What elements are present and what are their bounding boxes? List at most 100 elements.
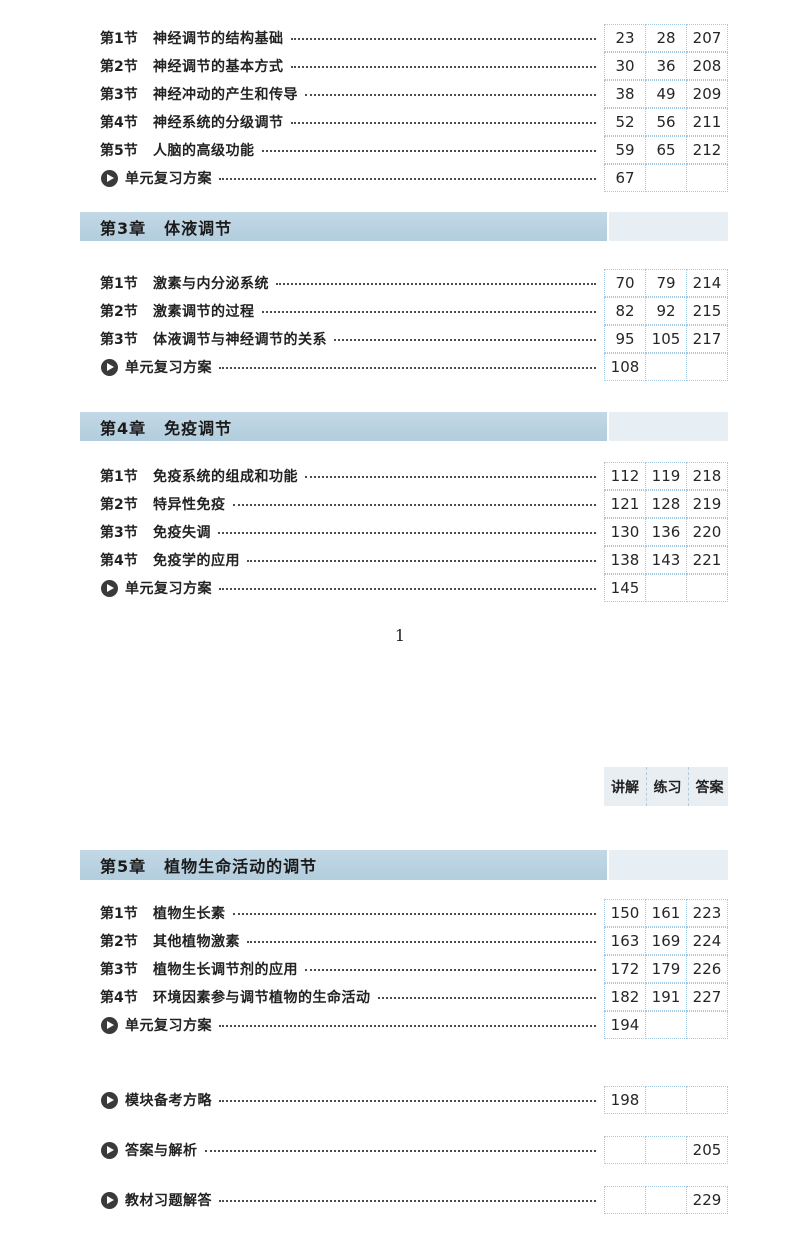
section-label: 第2节 xyxy=(100,59,138,75)
section-title: 单元复习方案 xyxy=(125,171,212,187)
page-number-grid: 82 92 215 xyxy=(604,297,728,325)
chapter5-header: 第5章 植物生命活动的调节 xyxy=(80,850,728,880)
dotted-leader xyxy=(290,122,596,124)
page-number-grid: 229 xyxy=(604,1186,728,1214)
page-number-cell: 194 xyxy=(604,1011,646,1039)
page-number-cell: 79 xyxy=(645,269,687,297)
section-label: 第1节 xyxy=(100,31,138,47)
page-number-cell: 198 xyxy=(604,1086,646,1114)
page-number-cell xyxy=(645,1086,687,1114)
page-number-grid: 70 79 214 xyxy=(604,269,728,297)
page-number-cell: 119 xyxy=(645,462,687,490)
page-number-cell: 229 xyxy=(686,1186,728,1214)
page-number-cell: 214 xyxy=(686,269,728,297)
chapter4-header-band-accent xyxy=(609,412,728,441)
page-number-cell: 218 xyxy=(686,462,728,490)
play-icon xyxy=(101,169,118,187)
page-number-cell: 56 xyxy=(645,108,687,136)
page-number-grid: 198 xyxy=(604,1086,728,1114)
page-number-cell: 67 xyxy=(604,164,646,192)
column-header-daan: 答案 xyxy=(688,767,730,806)
page-number-cell: 136 xyxy=(645,518,687,546)
dotted-leader xyxy=(232,504,596,506)
page-number-cell: 49 xyxy=(645,80,687,108)
play-icon xyxy=(101,1191,118,1209)
section-row: 第2节 特异性免疫 121 128 219 xyxy=(80,490,728,518)
chapter-title: 植物生命活动的调节 xyxy=(164,857,318,876)
page-number-cell: 28 xyxy=(645,24,687,52)
section-label: 第3节 xyxy=(100,332,138,348)
play-triangle xyxy=(107,363,114,371)
section-title: 模块备考方略 xyxy=(125,1093,212,1109)
chapter-title: 体液调节 xyxy=(164,218,233,238)
page-number-cell: 105 xyxy=(645,325,687,353)
dotted-leader xyxy=(218,532,596,534)
page-number-cell xyxy=(686,1011,728,1039)
page-number-cell: 205 xyxy=(686,1136,728,1164)
page-number-cell: 150 xyxy=(604,899,646,927)
play-icon xyxy=(101,358,118,376)
page-number-grid: 30 36 208 xyxy=(604,52,728,80)
page-number-cell: 92 xyxy=(645,297,687,325)
page-number-cell: 169 xyxy=(645,927,687,955)
dotted-leader xyxy=(219,1100,596,1102)
dotted-leader xyxy=(232,913,596,915)
page-number-grid: 23 28 207 xyxy=(604,24,728,52)
section-title: 免疫失调 xyxy=(153,525,211,541)
page-number-cell xyxy=(604,1186,646,1214)
section-title: 神经调节的基本方式 xyxy=(153,59,284,75)
section-row: 第5节 人脑的高级功能 59 65 212 xyxy=(80,136,728,164)
backmatter-list: 模块备考方略 198 答案与解析 205 教材习题解答 229 xyxy=(80,1086,728,1236)
section-label: 第4节 xyxy=(100,553,138,569)
page-number-cell: 182 xyxy=(604,983,646,1011)
page-number-grid: 112 119 218 xyxy=(604,462,728,490)
chapter3-header: 第3章 体液调节 xyxy=(80,212,728,241)
section-row: 第1节 神经调节的结构基础 23 28 207 xyxy=(80,24,728,52)
page-number-cell xyxy=(645,353,687,381)
page-number-cell: 38 xyxy=(604,80,646,108)
page-number-cell xyxy=(686,353,728,381)
dotted-leader xyxy=(219,588,596,590)
chapter4-section-list: 第1节 免疫系统的组成和功能 112 119 218 第2节 特异性免疫 121 128 219 第… xyxy=(80,462,728,602)
page-number-cell: 23 xyxy=(604,24,646,52)
section-label: 第2节 xyxy=(100,497,138,513)
page-number-cell xyxy=(686,164,728,192)
review-row: 单元复习方案 145 xyxy=(80,574,728,602)
page-number-cell: 217 xyxy=(686,325,728,353)
columns-header-strip: 讲解 练习 答案 xyxy=(604,767,728,806)
dotted-leader xyxy=(219,367,596,369)
page-number-cell: 59 xyxy=(604,136,646,164)
section-title: 神经冲动的产生和传导 xyxy=(153,87,298,103)
play-icon xyxy=(101,1141,118,1159)
section-label: 第1节 xyxy=(100,276,138,292)
chapter4-header: 第4章 免疫调节 xyxy=(80,412,728,441)
play-triangle xyxy=(107,1021,114,1029)
section-title: 激素与内分泌系统 xyxy=(153,276,269,292)
section-label: 第1节 xyxy=(100,906,138,922)
column-header-lianxi: 练习 xyxy=(646,767,688,806)
section-title: 人脑的高级功能 xyxy=(153,143,255,159)
play-triangle xyxy=(107,1196,114,1204)
section-row: 第2节 激素调节的过程 82 92 215 xyxy=(80,297,728,325)
section-title: 特异性免疫 xyxy=(153,497,226,513)
dotted-leader xyxy=(334,339,596,341)
section-label: 第4节 xyxy=(100,990,138,1006)
play-triangle xyxy=(107,174,114,182)
chapter-number: 第4章 xyxy=(100,418,147,438)
section-label: 第5节 xyxy=(100,143,138,159)
section-row: 第3节 植物生长调节剂的应用 172 179 226 xyxy=(80,955,728,983)
section-title: 环境因素参与调节植物的生命活动 xyxy=(153,990,371,1006)
page-number-grid: 145 xyxy=(604,574,728,602)
section-label: 第3节 xyxy=(100,962,138,978)
page-number-cell: 224 xyxy=(686,927,728,955)
section-title: 教材习题解答 xyxy=(125,1193,212,1209)
dotted-leader xyxy=(219,1025,596,1027)
page-number-cell: 108 xyxy=(604,353,646,381)
section-row: 第3节 神经冲动的产生和传导 38 49 209 xyxy=(80,80,728,108)
chapter-title: 免疫调节 xyxy=(164,418,233,438)
section-row: 第4节 环境因素参与调节植物的生命活动 182 191 227 xyxy=(80,983,728,1011)
page-number-grid: 59 65 212 xyxy=(604,136,728,164)
page-number-cell: 215 xyxy=(686,297,728,325)
dotted-leader xyxy=(290,66,596,68)
dotted-leader xyxy=(261,311,596,313)
